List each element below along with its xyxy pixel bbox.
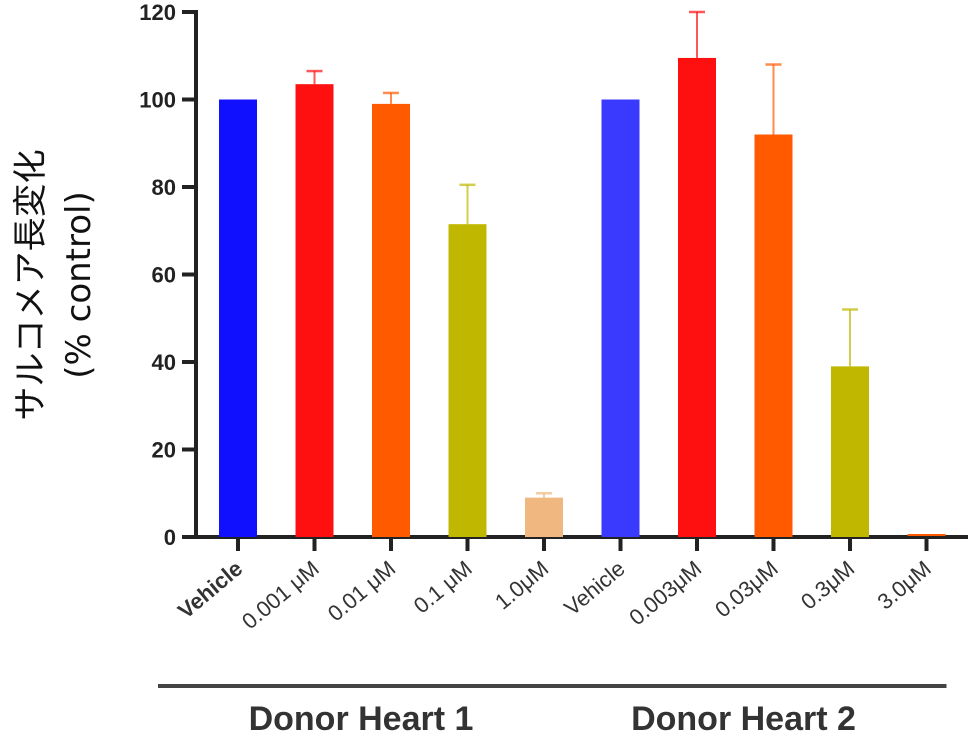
y-tick-label: 40	[152, 350, 176, 375]
bar	[372, 103, 410, 537]
bar	[601, 99, 640, 537]
y-axis-title-line1: サルコメア長変化	[11, 149, 51, 420]
y-tick-label: 100	[139, 88, 176, 113]
bars	[219, 10, 946, 537]
bar	[831, 366, 869, 537]
category-label: 0.01 μM	[323, 556, 400, 627]
group-label: Donor Heart 2	[631, 700, 856, 738]
bar	[678, 57, 716, 537]
y-axis-title-line2: (% control)	[59, 191, 99, 379]
bar	[754, 134, 793, 537]
bar	[525, 497, 563, 537]
category-label: 0.03μM	[710, 556, 783, 623]
y-tick-label: 20	[152, 438, 176, 463]
category-label: 1.0μM	[490, 556, 553, 615]
group-label: Donor Heart 1	[249, 700, 474, 738]
category-label: 3.0μM	[872, 556, 935, 615]
category-label: 0.003μM	[624, 556, 706, 630]
category-label: 0.1 μM	[409, 556, 477, 619]
category-label: Vehicle	[173, 556, 247, 624]
bar	[219, 99, 257, 537]
bar	[448, 224, 487, 537]
category-label: 0.3μM	[796, 556, 859, 615]
y-tick-label: 80	[152, 175, 176, 200]
y-tick-label: 60	[152, 263, 176, 288]
y-tick-label: 120	[139, 0, 176, 25]
bar	[295, 84, 334, 537]
y-tick-label: 0	[164, 525, 176, 550]
category-label: Vehicle	[559, 556, 629, 621]
y-axis-title: サルコメア長変化 (% control)	[11, 149, 99, 420]
category-label: 0.001 μM	[237, 556, 324, 634]
